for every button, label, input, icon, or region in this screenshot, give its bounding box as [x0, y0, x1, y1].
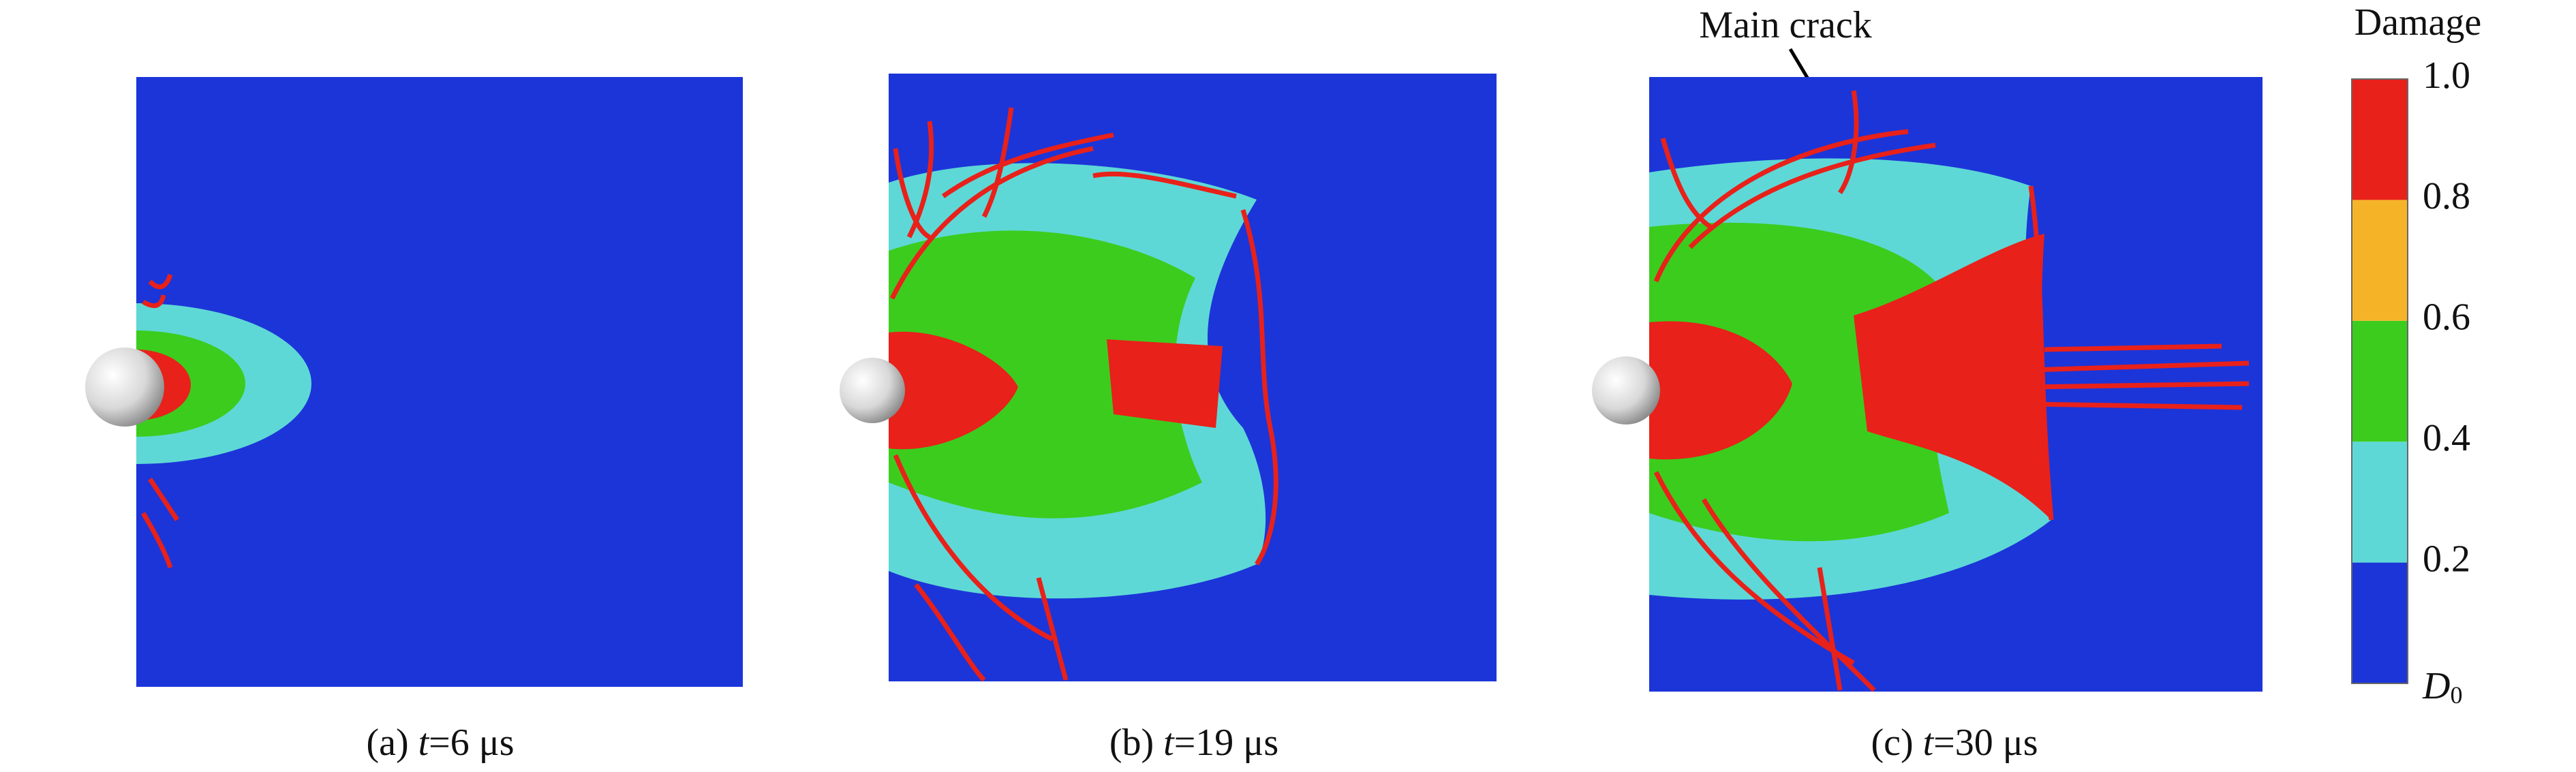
panel [1592, 77, 2263, 692]
crack [1036, 577, 1069, 681]
damage-region [1854, 234, 2051, 520]
caption: (a) t=6 μs [366, 722, 514, 764]
crack [1653, 129, 1909, 283]
colorbar-tick-label: 0.2 [2423, 538, 2470, 580]
projectile [1592, 356, 1660, 424]
crack [941, 132, 1114, 198]
caption-prefix: (b) [1109, 722, 1163, 764]
colorbar-min-label: D0 [2422, 665, 2462, 709]
crack [1653, 471, 1855, 666]
caption: (b) t=19 μs [1109, 722, 1278, 764]
caption-var: t [418, 722, 430, 764]
crack [1688, 142, 1936, 249]
crack [148, 478, 179, 521]
damage-region [1649, 321, 1792, 460]
damage-region [889, 331, 1018, 450]
crack [1660, 138, 1712, 229]
crack [2030, 401, 2243, 410]
projectile [840, 358, 905, 423]
colorbar-tick-label: 1.0 [2423, 55, 2470, 97]
caption-prefix: (c) [1871, 722, 1922, 764]
caption-var: t [1163, 722, 1175, 764]
crack [1092, 171, 1237, 199]
caption-suffix: =6 μs [429, 722, 514, 764]
colorbar-tick-label: 0.8 [2423, 175, 2470, 217]
annotation: Main crack [1699, 4, 1871, 46]
crack [1817, 567, 1843, 691]
panel [85, 77, 743, 687]
crack [2030, 360, 2250, 373]
damage-region [889, 230, 1202, 519]
crack [1701, 498, 1876, 692]
crack [142, 294, 166, 309]
colorbar-tick-label: 0.4 [2423, 417, 2470, 459]
caption-var: t [1923, 722, 1935, 764]
crack [1240, 209, 1278, 566]
crack [906, 121, 934, 238]
caption: (c) t=30 μs [1871, 722, 2038, 764]
crack [981, 107, 1014, 218]
symbol: D [2422, 665, 2450, 707]
crack [893, 454, 1054, 642]
colorbar-tick-label: 0.6 [2423, 296, 2470, 339]
crack [2030, 381, 2250, 390]
colorbar-band [2352, 562, 2408, 683]
crack [148, 273, 173, 290]
caption-prefix: (a) [366, 722, 418, 764]
crack [914, 583, 986, 682]
colorbar-frame [2351, 78, 2408, 684]
crack [2044, 343, 2222, 352]
caption-suffix: =30 μs [1933, 722, 2038, 764]
colorbar-title: Damage [2355, 1, 2482, 44]
damage-region [1107, 339, 1223, 428]
colorbar-band [2352, 200, 2408, 321]
caption-suffix: =19 μs [1174, 722, 1278, 764]
damage-region [1649, 222, 1949, 542]
projectile [85, 348, 164, 427]
colorbar-band [2352, 320, 2408, 442]
colorbar-band [2352, 442, 2408, 563]
subscript: 0 [2450, 681, 2462, 709]
crack [2028, 185, 2054, 521]
crack [893, 148, 931, 240]
crack [140, 512, 173, 569]
colorbar-band [2352, 79, 2408, 200]
crack [889, 146, 1094, 300]
panel [840, 74, 1497, 682]
crack [1838, 90, 1859, 194]
